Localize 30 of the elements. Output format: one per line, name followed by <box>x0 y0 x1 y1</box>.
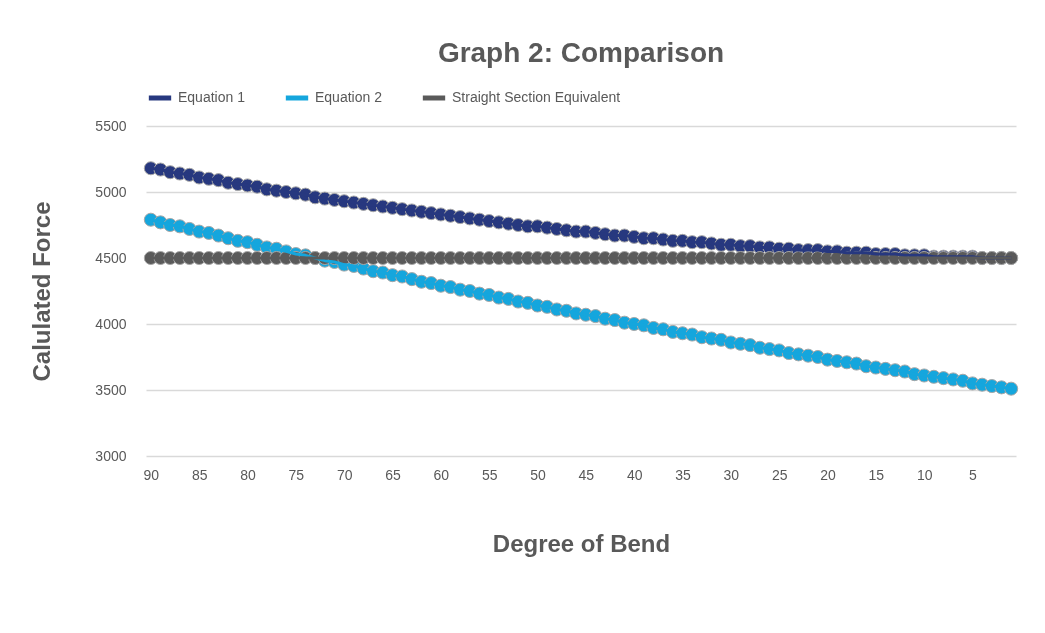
y-tick-label: 4500 <box>95 249 127 266</box>
x-tick-label: 80 <box>240 466 256 483</box>
x-tick-label: 10 <box>916 466 933 483</box>
x-tick-label: 85 <box>191 466 208 483</box>
x-tick-label: 15 <box>868 466 885 483</box>
y-axis-title: Calulated Force <box>28 201 56 382</box>
x-tick-label: 75 <box>288 466 305 483</box>
x-tick-label: 30 <box>723 466 740 483</box>
x-tick-label: 50 <box>530 466 546 483</box>
x-tick-label: 25 <box>771 466 788 483</box>
y-tick-label: 5000 <box>95 183 127 200</box>
legend-label: Equation 2 <box>315 89 383 105</box>
x-tick-label: 20 <box>820 466 836 483</box>
legend-label: Equation 1 <box>178 89 246 105</box>
y-tick-label: 3500 <box>95 381 127 398</box>
x-tick-label: 90 <box>143 466 160 483</box>
x-axis-title: Degree of Bend <box>492 529 671 557</box>
x-tick-label: 5 <box>969 466 978 483</box>
chart-title: Graph 2: Comparison <box>437 37 725 68</box>
x-tick-label: 60 <box>433 466 450 483</box>
x-tick-label: 65 <box>385 466 401 483</box>
x-tick-label: 70 <box>336 466 353 483</box>
y-tick-label: 4000 <box>95 315 127 332</box>
y-tick-label: 3000 <box>95 447 127 464</box>
x-tick-label: 55 <box>481 466 498 483</box>
x-tick-label: 35 <box>675 466 691 483</box>
legend-label: Straight Section Equivalent <box>452 89 621 105</box>
x-tick-label: 40 <box>626 466 643 483</box>
y-tick-label: 5500 <box>95 117 127 134</box>
x-tick-label: 45 <box>578 466 595 483</box>
